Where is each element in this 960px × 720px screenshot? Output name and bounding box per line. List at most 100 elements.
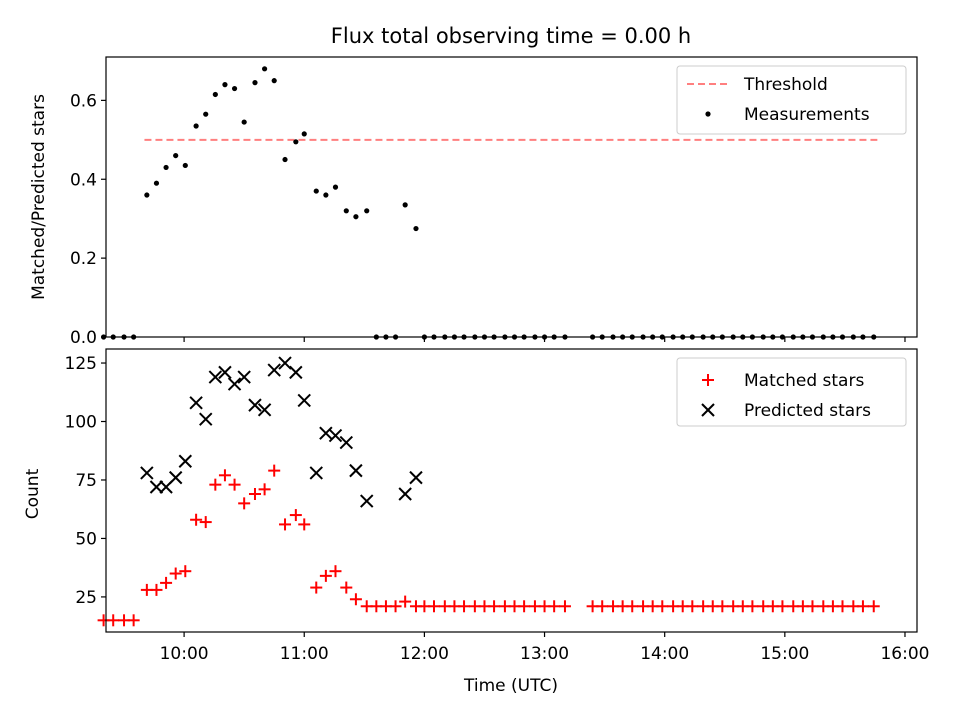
data-point <box>398 487 412 501</box>
x-stroke <box>168 470 183 485</box>
x-stroke <box>140 466 154 480</box>
top-panel: 0.0 0.2 0.4 0.6 Matched/Predicted stars Thr… <box>29 56 918 348</box>
data-point <box>268 464 281 477</box>
data-point <box>267 363 281 377</box>
data-point <box>596 600 609 613</box>
x-stroke <box>257 403 272 417</box>
bottom-panel: 10:00 11:00 12:00 13:00 14:00 15:00 16:00 25 50 7… <box>23 348 929 696</box>
data-point <box>252 80 258 86</box>
data-point <box>257 403 272 417</box>
data-point <box>716 600 729 613</box>
x-stroke <box>267 363 281 377</box>
data-point <box>231 85 238 92</box>
x-tick-label: 10:00 <box>160 644 209 664</box>
data-point <box>218 469 231 482</box>
data-point <box>169 567 182 580</box>
series-predicted-stars <box>140 356 423 508</box>
top-axis: 0.0 0.2 0.4 0.6 <box>70 91 906 348</box>
top-legend: Threshold Measurements <box>676 65 907 135</box>
data-point <box>548 600 561 613</box>
data-point <box>107 614 120 627</box>
y-tick-label: 50 <box>75 529 97 549</box>
data-point <box>248 398 262 412</box>
bottom-marks <box>97 356 880 627</box>
data-point <box>209 478 222 491</box>
data-point <box>127 614 140 627</box>
data-point <box>140 466 154 480</box>
data-point <box>310 581 323 594</box>
data-point <box>193 123 199 129</box>
x-stroke <box>227 377 242 391</box>
data-point <box>189 396 203 410</box>
x-tick-label: 15:00 <box>760 644 809 664</box>
data-point <box>626 600 639 613</box>
chart-title: Flux total observing time = 0.00 h <box>331 24 691 48</box>
data-point <box>297 393 311 408</box>
x-stroke <box>248 398 262 412</box>
x-tick-label: 14:00 <box>640 644 689 664</box>
data-point <box>806 600 819 613</box>
data-point <box>150 583 163 596</box>
data-point <box>237 370 251 384</box>
data-point <box>313 188 319 194</box>
data-point <box>409 470 423 485</box>
x-stroke <box>409 470 423 485</box>
data-point <box>178 454 193 468</box>
x-stroke <box>149 480 164 494</box>
y-tick-label: 0.4 <box>70 170 97 190</box>
data-point <box>279 518 292 531</box>
data-point <box>203 111 209 117</box>
data-point <box>402 202 408 208</box>
x-tick-label: 13:00 <box>520 644 569 664</box>
legend-matched-swatch <box>702 374 714 386</box>
x-stroke <box>189 396 203 410</box>
data-point <box>413 225 419 232</box>
data-point <box>149 480 164 494</box>
data-point <box>173 152 179 159</box>
data-point <box>289 365 303 380</box>
data-point <box>856 600 869 613</box>
bottom-legend-box <box>676 357 907 427</box>
data-point <box>776 600 789 613</box>
data-point <box>241 119 247 125</box>
data-point <box>353 214 359 220</box>
y-tick-label: 0.6 <box>70 91 97 111</box>
bottom-legend: Matched stars Predicted stars <box>676 357 907 427</box>
data-point <box>389 600 402 613</box>
data-point <box>228 478 241 491</box>
data-point <box>248 488 261 501</box>
y-tick-label: 0.2 <box>70 249 97 269</box>
y-tick-label: 25 <box>75 588 97 608</box>
data-point <box>258 483 271 496</box>
x-stroke <box>328 428 343 443</box>
data-point <box>319 569 332 582</box>
data-point <box>218 365 232 380</box>
x-stroke <box>360 494 374 508</box>
data-point <box>332 184 339 190</box>
x-stroke <box>178 454 193 468</box>
bottom-ylabel: Count <box>23 468 43 519</box>
data-point <box>144 192 150 198</box>
data-point <box>867 600 880 613</box>
x-stroke <box>218 365 232 380</box>
data-point <box>458 600 471 613</box>
x-stroke <box>199 412 213 426</box>
x-stroke <box>349 463 363 478</box>
data-point <box>293 139 299 145</box>
data-point <box>364 208 370 214</box>
x-stroke <box>237 370 251 384</box>
bottom-axes-frame <box>105 348 918 633</box>
data-point <box>301 131 307 137</box>
x-stroke <box>297 393 311 408</box>
top-axes-frame <box>105 56 918 338</box>
data-point <box>836 600 849 613</box>
y-tick-label: 75 <box>75 471 97 491</box>
data-point <box>199 412 213 426</box>
legend-matched-label: Matched stars <box>744 371 864 391</box>
data-point <box>199 516 212 529</box>
data-point <box>212 91 218 98</box>
x-stroke <box>289 365 303 380</box>
data-point <box>339 435 354 450</box>
data-point <box>153 180 160 186</box>
